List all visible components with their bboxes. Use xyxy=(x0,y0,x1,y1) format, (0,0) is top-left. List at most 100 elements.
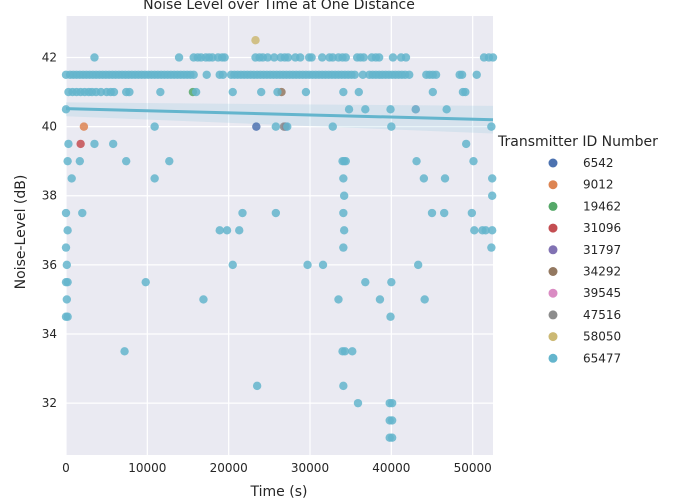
data-point xyxy=(428,87,438,97)
data-point xyxy=(354,87,363,97)
regression-line xyxy=(65,107,494,122)
data-point xyxy=(63,277,72,287)
data-point xyxy=(487,122,496,131)
data-point xyxy=(413,260,423,270)
data-point xyxy=(344,105,354,114)
data-point xyxy=(386,105,395,114)
data-point xyxy=(67,174,76,183)
data-point xyxy=(271,122,281,131)
legend-entry: 31797 xyxy=(548,243,621,257)
data-point xyxy=(165,156,174,166)
x-tick-label: 40000 xyxy=(372,461,410,475)
data-point xyxy=(339,191,349,200)
series-31096 xyxy=(76,139,85,149)
data-point xyxy=(64,139,73,149)
data-point xyxy=(419,174,429,183)
legend-entry: 9012 xyxy=(548,178,614,192)
data-point xyxy=(361,277,370,287)
data-point xyxy=(174,53,184,62)
data-point xyxy=(488,53,498,62)
data-point xyxy=(228,87,237,97)
data-point xyxy=(150,122,159,131)
data-point xyxy=(156,87,165,97)
data-point xyxy=(440,174,450,183)
data-point xyxy=(283,53,293,62)
data-point xyxy=(318,260,328,270)
legend-marker xyxy=(548,267,558,276)
data-point xyxy=(109,87,119,97)
data-point xyxy=(481,226,490,235)
data-point xyxy=(273,87,282,97)
data-point xyxy=(220,53,229,62)
data-point xyxy=(251,35,260,45)
y-axis-label: Noise-Level (dB) xyxy=(13,175,29,290)
legend-marker xyxy=(548,201,558,211)
data-point xyxy=(61,208,71,218)
data-point xyxy=(358,70,368,79)
x-tick-label: 50000 xyxy=(454,461,492,475)
data-point xyxy=(141,277,150,287)
legend-marker xyxy=(548,245,558,255)
legend-label: 9012 xyxy=(583,178,614,192)
data-point xyxy=(361,105,370,114)
data-point xyxy=(339,208,348,218)
legend-entry: 65477 xyxy=(548,351,621,365)
data-point xyxy=(61,243,71,252)
data-point xyxy=(401,53,411,62)
legend-entry: 39545 xyxy=(548,286,621,300)
x-tick-label: 30000 xyxy=(291,461,329,475)
data-point xyxy=(420,295,429,304)
data-point xyxy=(339,174,348,183)
data-point xyxy=(461,139,471,149)
data-point xyxy=(375,295,385,304)
data-point xyxy=(427,208,437,218)
data-point xyxy=(90,53,99,62)
y-tick-label: 38 xyxy=(42,189,57,203)
legend-label: 39545 xyxy=(583,286,621,300)
data-point xyxy=(62,295,72,304)
legend-entry: 47516 xyxy=(548,308,621,322)
x-axis-label: Time (s) xyxy=(250,484,308,500)
data-point xyxy=(374,53,384,62)
data-point xyxy=(487,191,497,200)
data-point xyxy=(388,53,398,62)
x-tick-label: 20000 xyxy=(210,461,248,475)
data-point xyxy=(412,156,421,166)
data-point xyxy=(307,53,316,62)
legend-marker xyxy=(548,353,558,363)
data-point xyxy=(252,381,262,391)
data-point xyxy=(405,70,414,79)
data-point xyxy=(431,70,441,79)
data-point xyxy=(218,70,228,79)
data-point xyxy=(150,174,159,183)
legend-label: 31797 xyxy=(583,243,621,257)
data-point xyxy=(63,226,72,235)
legend-label: 19462 xyxy=(583,199,621,213)
data-point xyxy=(487,226,497,235)
data-point xyxy=(348,347,357,356)
data-point xyxy=(341,156,350,166)
data-point xyxy=(470,226,479,235)
legend-entry: 34292 xyxy=(548,265,621,279)
data-point xyxy=(457,70,467,79)
series-65477 xyxy=(61,53,498,442)
legend-entry: 19462 xyxy=(548,199,621,213)
legend-title: Transmitter ID Number xyxy=(497,134,658,150)
data-point xyxy=(75,156,85,166)
legend-marker xyxy=(548,288,558,298)
data-point xyxy=(318,53,327,62)
data-point xyxy=(334,295,343,304)
legend-label: 34292 xyxy=(583,265,621,279)
data-point xyxy=(271,208,281,218)
data-point xyxy=(411,105,420,114)
data-point xyxy=(341,53,350,62)
data-point xyxy=(387,277,396,287)
data-point xyxy=(252,122,261,131)
data-point xyxy=(189,70,198,79)
chart-title: Noise Level over Time at One Distance xyxy=(143,0,415,13)
data-point xyxy=(125,87,134,97)
data-point xyxy=(215,226,224,235)
x-tick-label: 10000 xyxy=(128,461,166,475)
data-point xyxy=(440,208,449,218)
